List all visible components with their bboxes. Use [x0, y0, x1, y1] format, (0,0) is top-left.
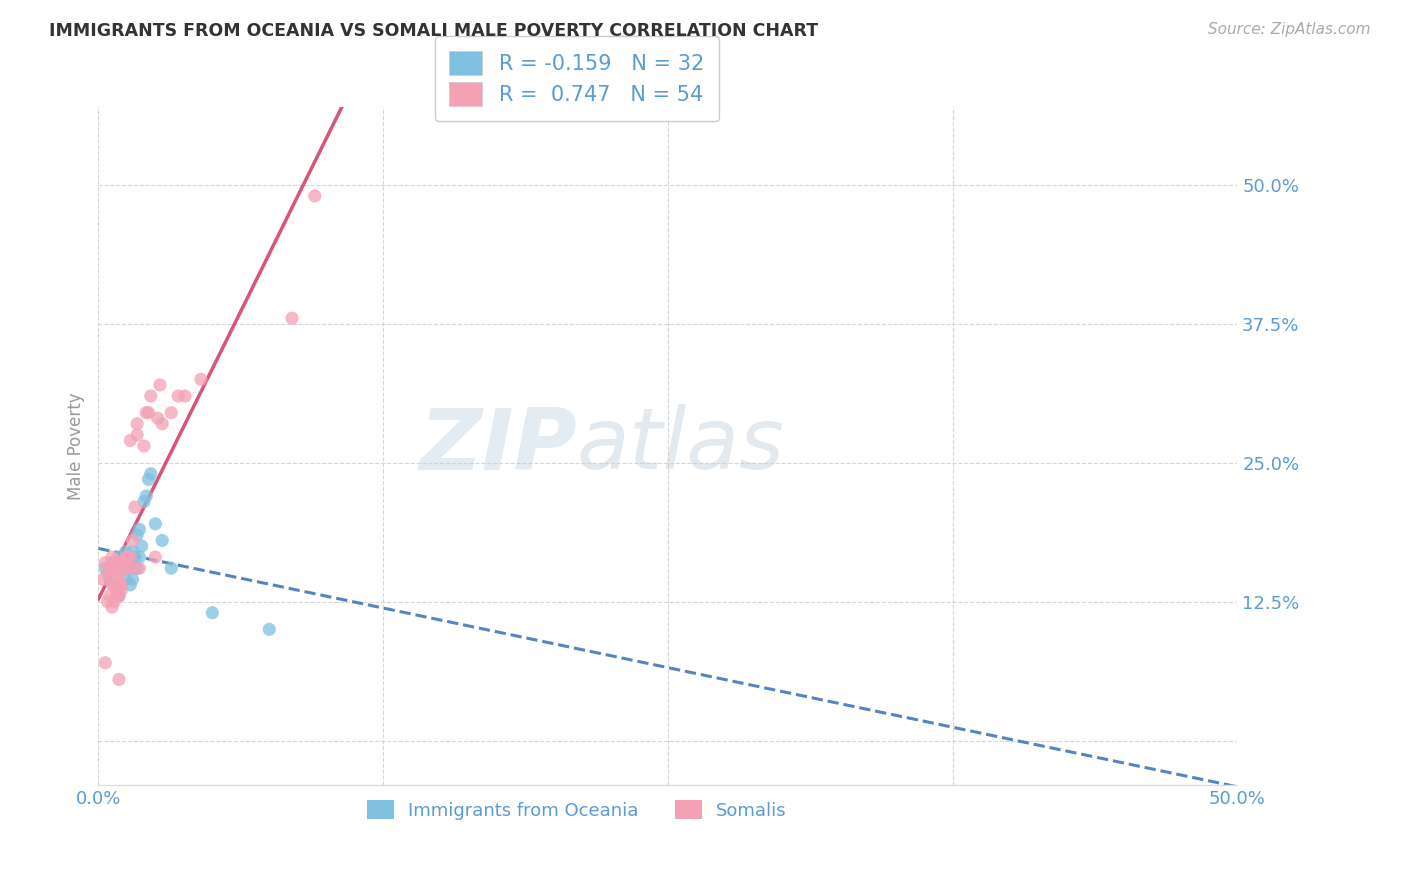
Point [110, 578, 132, 592]
Point [101, 561, 124, 575]
Point [105, 578, 128, 592]
Point [103, 561, 125, 575]
Point [98, 589, 121, 603]
Point [114, 544, 136, 558]
Point [110, 578, 132, 592]
Point [112, 561, 135, 575]
Point [120, 434, 142, 448]
Point [131, 539, 153, 553]
Point [103, 556, 125, 570]
Point [108, 578, 131, 592]
Point [146, 411, 169, 425]
Text: Source: ZipAtlas.com: Source: ZipAtlas.com [1208, 22, 1371, 37]
Point [160, 561, 183, 575]
Point [124, 500, 146, 515]
Point [98, 573, 121, 587]
Point [127, 528, 149, 542]
Point [127, 561, 149, 575]
Point [120, 578, 142, 592]
Point [160, 406, 183, 420]
Point [101, 550, 124, 565]
Point [91, 573, 114, 587]
Point [127, 417, 149, 431]
Point [101, 578, 124, 592]
Point [108, 589, 131, 603]
Point [108, 673, 131, 687]
Point [132, 439, 155, 453]
Point [121, 544, 143, 558]
Point [108, 589, 131, 603]
Text: atlas: atlas [576, 404, 785, 488]
Point [121, 561, 143, 575]
Point [94, 656, 117, 670]
Point [103, 594, 125, 608]
Point [96, 594, 118, 608]
Point [135, 406, 157, 420]
Point [201, 606, 224, 620]
Point [120, 550, 142, 565]
Point [105, 589, 128, 603]
Point [167, 389, 190, 403]
Point [139, 467, 162, 481]
Point [145, 516, 167, 531]
Point [114, 573, 136, 587]
Point [112, 556, 135, 570]
Text: ZIP: ZIP [419, 404, 576, 488]
Point [128, 561, 150, 575]
Point [101, 556, 124, 570]
Point [108, 556, 131, 570]
Point [96, 566, 118, 581]
Point [190, 372, 212, 386]
Point [110, 561, 132, 575]
Point [103, 578, 125, 592]
Point [108, 550, 131, 565]
Point [121, 573, 143, 587]
Point [120, 556, 142, 570]
Point [108, 561, 131, 575]
Point [114, 550, 136, 565]
Point [138, 472, 160, 486]
Point [124, 550, 146, 565]
Point [135, 489, 157, 503]
Point [174, 389, 197, 403]
Point [108, 573, 131, 587]
Point [139, 389, 162, 403]
Point [105, 578, 128, 592]
Point [117, 550, 139, 565]
Point [117, 561, 139, 575]
Point [138, 406, 160, 420]
Point [94, 556, 117, 570]
Point [105, 556, 128, 570]
Point [121, 533, 143, 548]
Point [149, 377, 172, 392]
Point [259, 623, 281, 637]
Point [110, 561, 132, 575]
Point [105, 566, 128, 581]
Point [127, 428, 149, 442]
Point [132, 494, 155, 508]
Point [281, 311, 304, 326]
Y-axis label: Male Poverty: Male Poverty [66, 392, 84, 500]
Point [98, 561, 121, 575]
Point [150, 533, 173, 548]
Legend: Immigrants from Oceania, Somalis: Immigrants from Oceania, Somalis [360, 793, 794, 827]
Text: IMMIGRANTS FROM OCEANIA VS SOMALI MALE POVERTY CORRELATION CHART: IMMIGRANTS FROM OCEANIA VS SOMALI MALE P… [49, 22, 818, 40]
Point [124, 561, 146, 575]
Point [128, 522, 150, 536]
Point [145, 550, 167, 565]
Point [114, 561, 136, 575]
Point [304, 189, 326, 203]
Point [150, 417, 173, 431]
Point [128, 550, 150, 565]
Point [94, 561, 117, 575]
Point [101, 600, 124, 615]
Point [110, 583, 132, 598]
